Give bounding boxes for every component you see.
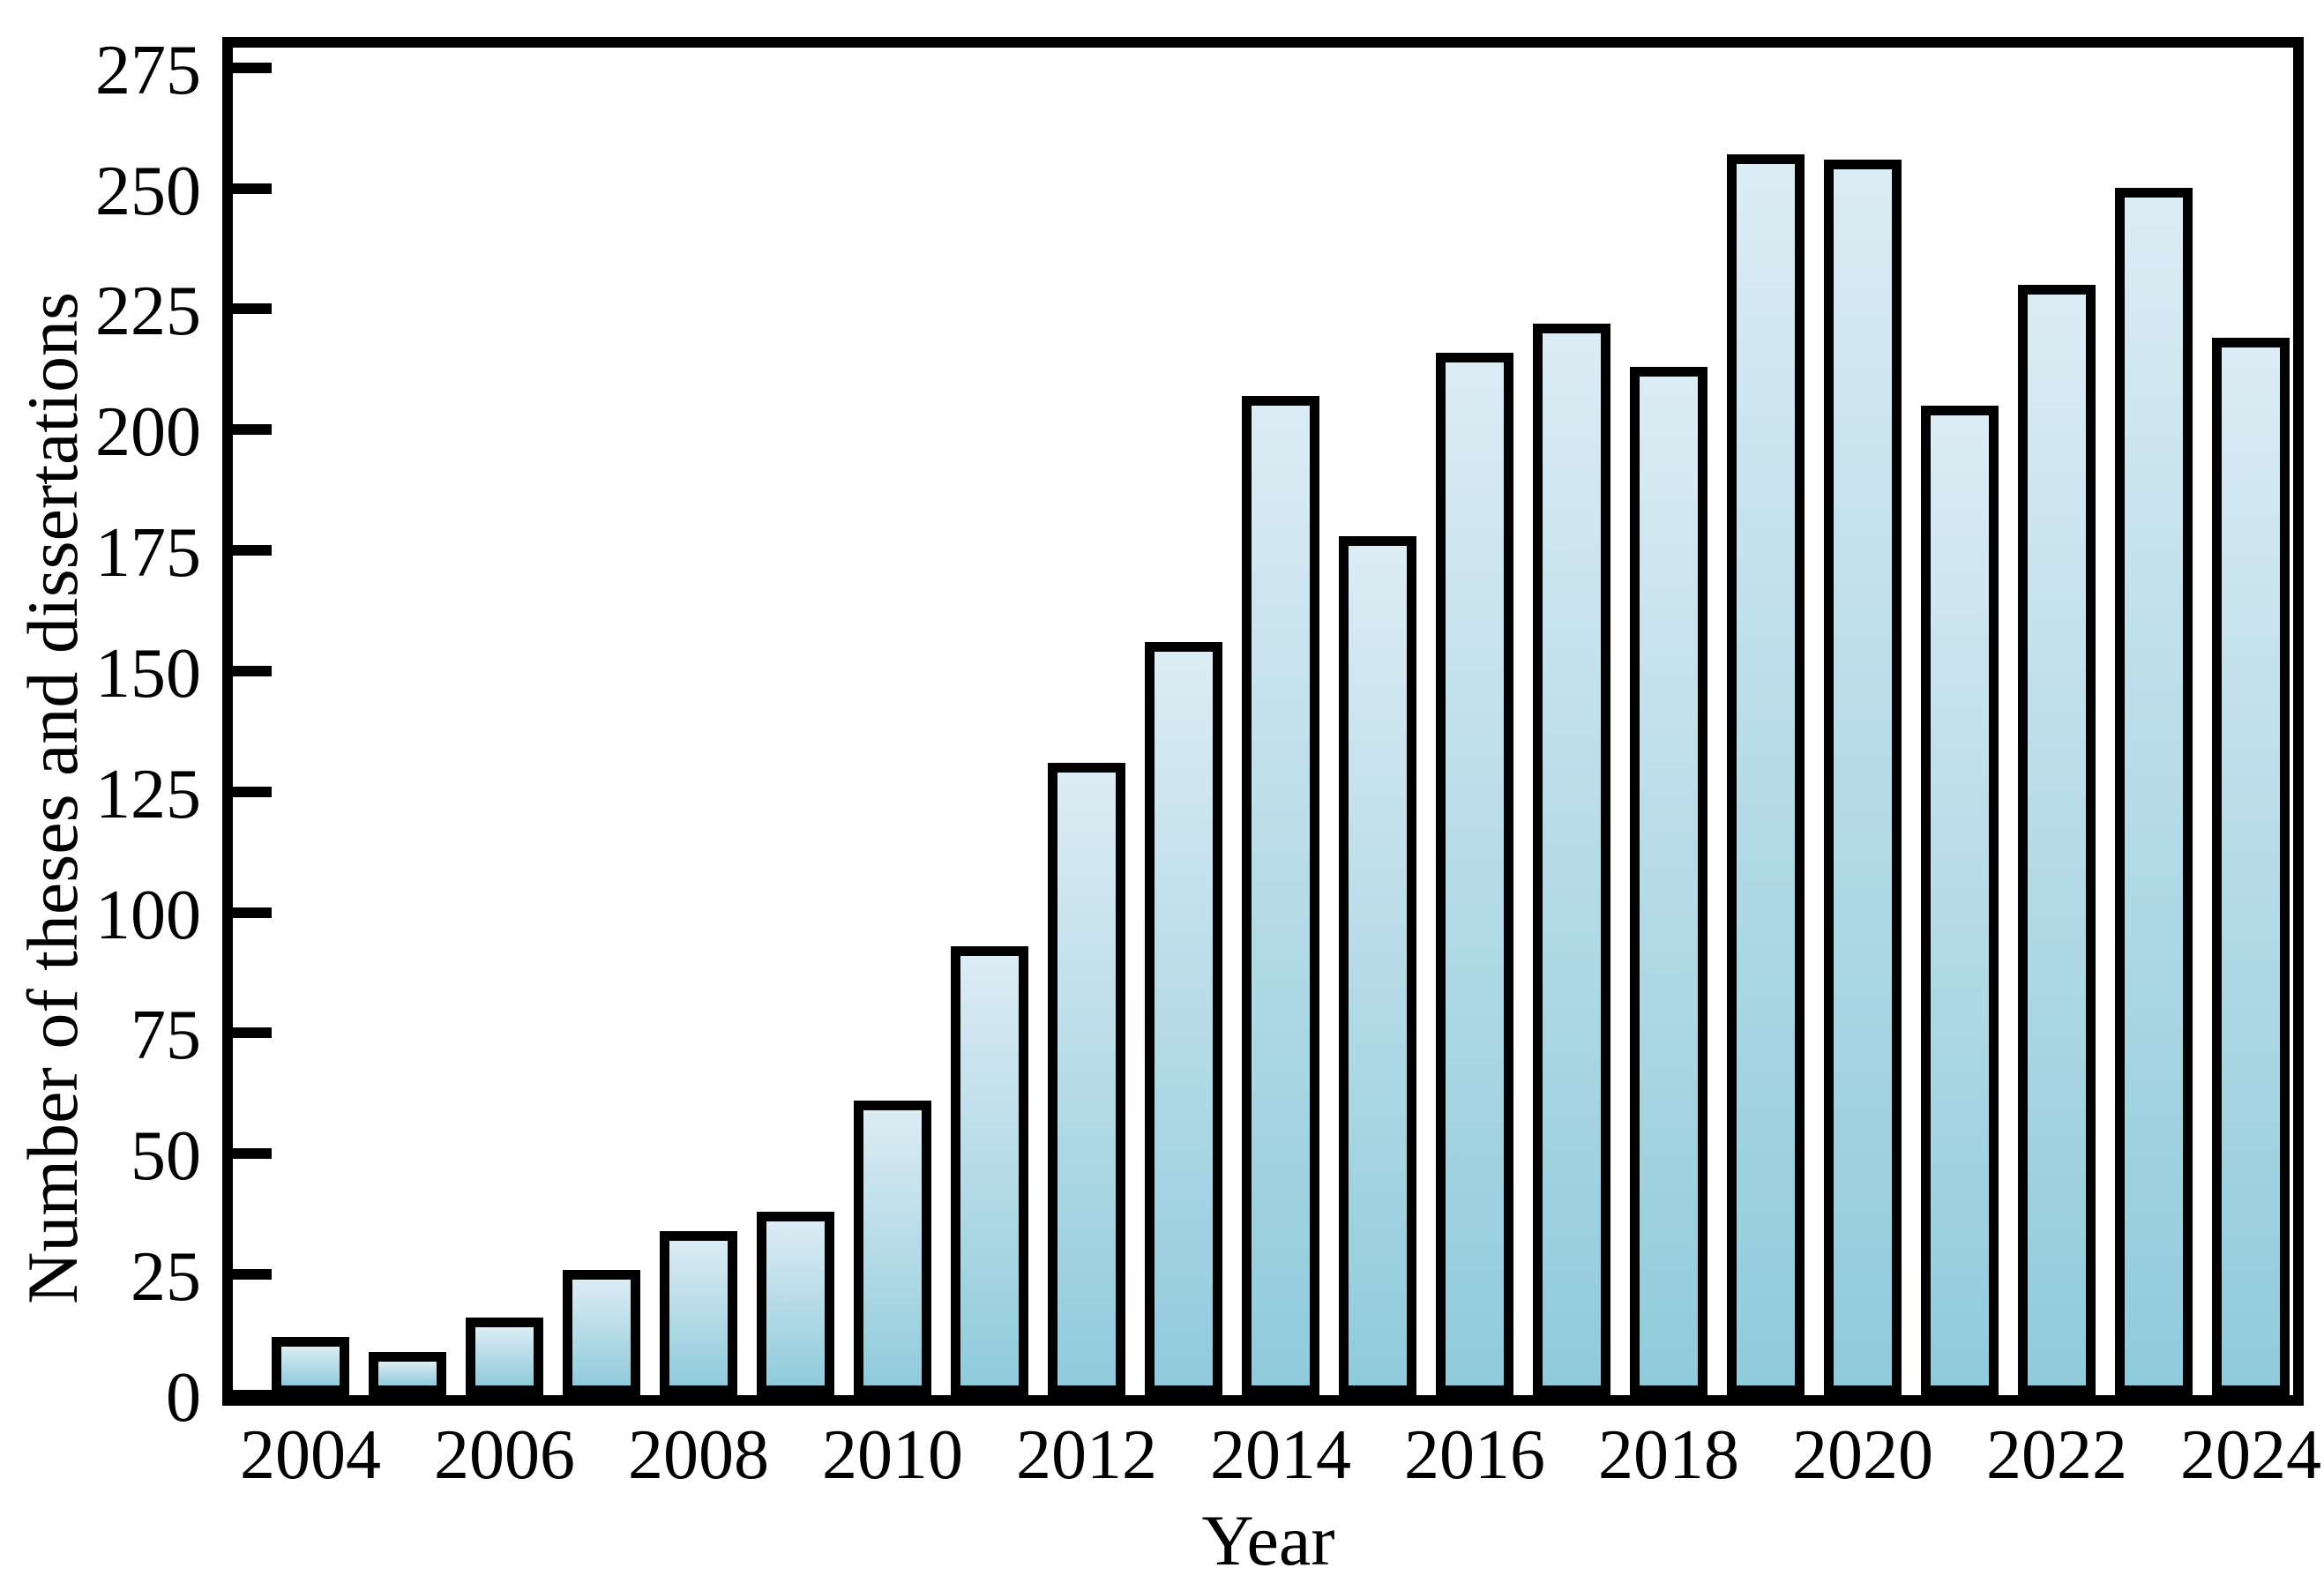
y-tick-mark xyxy=(233,545,272,556)
x-tick-label: 2006 xyxy=(434,1416,575,1494)
y-tick-label: 0 xyxy=(166,1358,201,1437)
y-tick-label: 50 xyxy=(131,1117,201,1196)
bar-2007 xyxy=(563,1270,640,1395)
y-tick-label: 150 xyxy=(95,634,201,713)
y-tick-label: 225 xyxy=(95,273,201,351)
plot-area xyxy=(222,37,2304,1406)
y-tick-label: 100 xyxy=(95,876,201,954)
x-tick-label: 2022 xyxy=(1986,1416,2127,1494)
bar-2015 xyxy=(1339,536,1416,1395)
y-tick-mark xyxy=(233,424,272,436)
y-tick-mark xyxy=(233,1027,272,1039)
bar-2005 xyxy=(369,1352,446,1395)
x-tick-label: 2016 xyxy=(1404,1416,1545,1494)
y-tick-mark xyxy=(233,1269,272,1281)
x-tick-label: 2020 xyxy=(1792,1416,1933,1494)
y-tick-label: 125 xyxy=(95,755,201,833)
y-tick-mark xyxy=(233,1390,272,1400)
bar-2017 xyxy=(1533,324,1610,1395)
x-tick-label: 2024 xyxy=(2180,1416,2321,1494)
y-tick-label: 75 xyxy=(131,997,201,1075)
bar-2010 xyxy=(854,1101,931,1395)
x-tick-label: 2012 xyxy=(1016,1416,1157,1494)
bar-2018 xyxy=(1630,367,1708,1395)
bar-2022 xyxy=(2018,285,2096,1395)
x-tick-label: 2008 xyxy=(628,1416,769,1494)
y-tick-mark xyxy=(233,665,272,676)
y-tick-mark xyxy=(233,1148,272,1160)
bar-2012 xyxy=(1048,763,1125,1395)
plot-inner xyxy=(233,48,2293,1400)
bar-2006 xyxy=(466,1318,543,1395)
y-tick-label: 250 xyxy=(95,152,201,230)
y-tick-label: 175 xyxy=(95,513,201,592)
y-tick-mark xyxy=(233,303,272,315)
x-tick-label: 2018 xyxy=(1598,1416,1739,1494)
x-tick-label: 2010 xyxy=(822,1416,963,1494)
bar-2011 xyxy=(951,946,1028,1395)
y-tick-label: 275 xyxy=(95,31,201,109)
bar-2024 xyxy=(2212,338,2290,1395)
y-tick-label: 200 xyxy=(95,393,201,472)
y-tick-mark xyxy=(233,907,272,918)
bar-2013 xyxy=(1145,642,1222,1395)
bar-2016 xyxy=(1436,353,1513,1395)
y-tick-label: 25 xyxy=(131,1237,201,1316)
x-tick-label: 2014 xyxy=(1210,1416,1351,1494)
bar-2004 xyxy=(272,1337,349,1395)
y-tick-mark xyxy=(233,62,272,73)
bar-2021 xyxy=(1921,406,1999,1395)
y-tick-mark xyxy=(233,786,272,797)
x-axis-title: Year xyxy=(1201,1500,1335,1580)
bar-2009 xyxy=(757,1212,834,1395)
x-tick-label: 2004 xyxy=(240,1416,381,1494)
bar-2019 xyxy=(1727,154,1805,1395)
bar-2023 xyxy=(2115,188,2193,1395)
y-tick-mark xyxy=(233,183,272,194)
bar-2020 xyxy=(1824,160,1902,1395)
bar-2014 xyxy=(1242,396,1319,1395)
bar-2008 xyxy=(660,1231,737,1395)
